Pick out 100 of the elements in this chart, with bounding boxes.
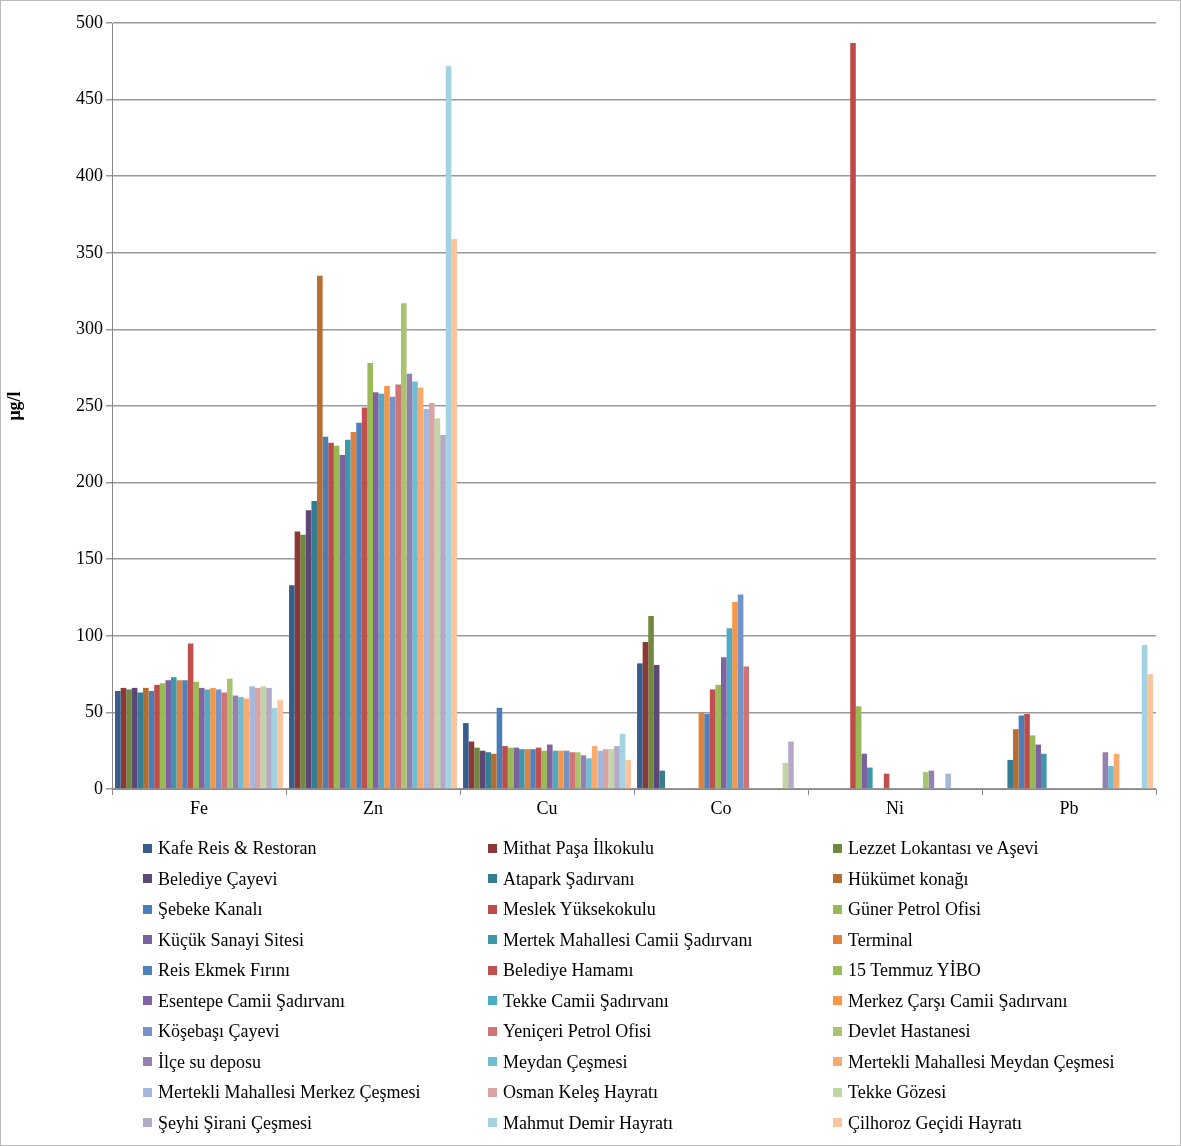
x-tick-label: Zn <box>363 797 383 818</box>
bar <box>474 747 480 789</box>
legend-label: Köşebaşı Çayevi <box>158 1020 280 1043</box>
bar <box>1007 759 1014 789</box>
bar <box>204 689 211 789</box>
bar <box>423 409 429 789</box>
bar <box>1035 744 1042 789</box>
y-tick-label: 400 <box>76 164 103 185</box>
legend-label: Küçük Sanayi Sitesi <box>158 928 304 951</box>
bar <box>339 455 346 789</box>
bar <box>215 689 222 789</box>
bar <box>193 681 199 789</box>
bar <box>317 275 323 789</box>
bar <box>580 755 587 789</box>
x-tick-label: Ni <box>886 797 904 818</box>
legend-label: Hükümet konağı <box>848 867 969 890</box>
bar <box>199 687 205 789</box>
legend-label: Esentepe Camii Şadırvanı <box>158 989 345 1012</box>
bar <box>367 363 373 789</box>
bar <box>513 747 520 789</box>
bar <box>1147 674 1153 789</box>
bar <box>1013 729 1019 789</box>
bar <box>126 689 132 789</box>
legend-label: Reis Ekmek Fırını <box>158 959 290 982</box>
bar <box>137 692 144 789</box>
bar <box>569 752 575 789</box>
bar <box>428 402 435 789</box>
bar <box>743 666 749 789</box>
legend-label: İlçe su deposu <box>158 1050 261 1073</box>
bar <box>412 381 418 789</box>
legend-label: Meslek Yüksekokulu <box>503 898 656 921</box>
bar <box>115 690 121 789</box>
y-axis-title: μg/l <box>4 391 25 421</box>
legend-label: Devlet Hastanesi <box>848 1020 971 1043</box>
legend-label: Meydan Çeşmesi <box>503 1050 628 1073</box>
bar <box>226 678 233 789</box>
bar <box>491 753 497 789</box>
bar <box>171 677 177 789</box>
bar <box>1041 753 1047 789</box>
bar <box>704 713 710 789</box>
bar <box>715 684 721 789</box>
bar <box>254 687 261 789</box>
bar <box>266 687 272 789</box>
y-tick-label: 200 <box>76 471 103 492</box>
bar <box>395 384 401 789</box>
legend-label: Terminal <box>848 928 913 951</box>
bar <box>345 439 351 789</box>
bar <box>440 435 446 789</box>
bar <box>277 700 283 789</box>
legend-label: Merkez Çarşı Camii Şadırvanı <box>848 989 1068 1012</box>
bar <box>519 749 525 789</box>
bar <box>732 602 738 789</box>
y-tick-label: 0 <box>94 777 103 798</box>
bar <box>373 392 379 789</box>
x-tick-label: Co <box>710 797 732 818</box>
bar <box>659 770 666 789</box>
bar <box>945 773 951 789</box>
bar <box>586 758 592 789</box>
bar <box>210 687 216 789</box>
bar <box>574 752 581 789</box>
bar <box>602 749 609 789</box>
bar <box>637 663 643 789</box>
bar <box>485 752 492 789</box>
bar <box>922 772 929 789</box>
bar <box>861 753 868 789</box>
bar <box>463 723 469 789</box>
bar <box>850 42 856 789</box>
bar <box>1108 766 1114 789</box>
bar <box>788 741 794 789</box>
bar <box>530 749 536 789</box>
y-tick-label: 500 <box>76 11 103 32</box>
bar <box>1024 713 1030 789</box>
legend-label: Şeyhi Şirani Çeşmesi <box>158 1111 312 1134</box>
bar <box>400 303 407 789</box>
y-tick-label: 350 <box>76 241 103 262</box>
bar <box>154 684 160 789</box>
legend-label: Tekke Gözesi <box>848 1081 947 1104</box>
legend-label: Mertek Mahallesi Camii Şadırvanı <box>503 928 753 951</box>
y-tick-label: 100 <box>76 624 103 645</box>
bar <box>502 746 508 789</box>
y-tick-label: 50 <box>85 701 103 722</box>
legend-label: Mertekli Mahallesi Meydan Çeşmesi <box>848 1050 1115 1073</box>
legend-label: Kafe Reis & Restoran <box>158 837 317 860</box>
x-tick-label: Fe <box>190 797 209 818</box>
y-tick-label: 150 <box>76 547 103 568</box>
bar <box>614 746 620 789</box>
x-tick-label: Pb <box>1059 797 1079 818</box>
bar <box>249 686 255 789</box>
y-tick-label: 250 <box>76 394 103 415</box>
bar <box>143 687 149 789</box>
bar <box>356 422 362 789</box>
legend-label: Şebeke Kanalı <box>158 898 263 921</box>
legend-label: Osman Keleş Hayratı <box>503 1081 658 1104</box>
bar <box>547 744 553 789</box>
legend-label: Lezzet Lokantası ve Aşevi <box>848 837 1039 860</box>
legend-label: 15 Temmuz YİBO <box>848 959 981 982</box>
bar <box>300 534 306 789</box>
legend-label: Çilhoroz Geçidi Hayratı <box>848 1111 1022 1134</box>
bar <box>1029 735 1036 789</box>
bar <box>238 697 244 789</box>
